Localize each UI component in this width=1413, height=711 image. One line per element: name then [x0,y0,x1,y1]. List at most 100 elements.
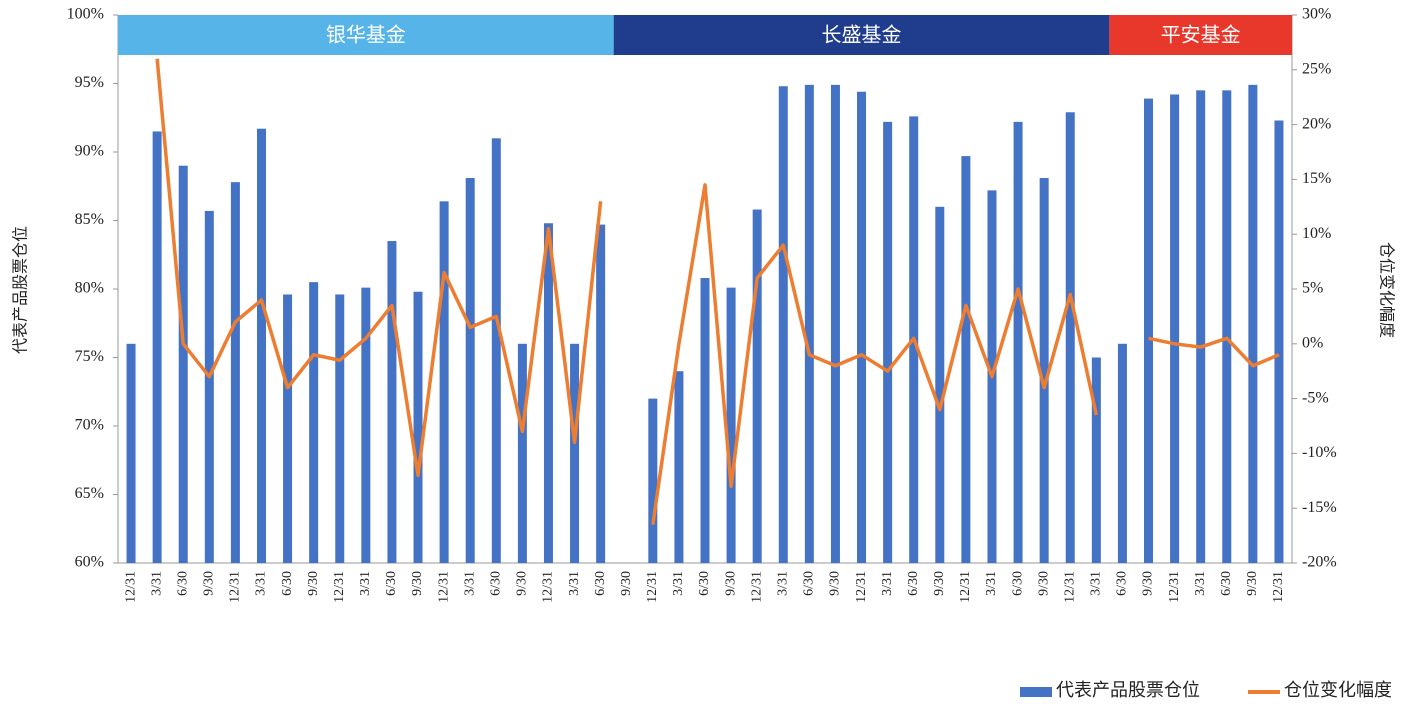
x-tick-label: 12/31 [436,571,451,603]
y2-tick-label: 5% [1302,280,1323,297]
group-header [1109,15,1292,55]
x-tick-label: 6/30 [906,571,921,596]
bar [1039,178,1049,563]
x-tick-label: 12/31 [228,571,243,603]
x-tick-label: 12/31 [1167,571,1182,603]
bar [726,287,736,563]
bar [1013,121,1023,564]
bar [439,201,449,563]
x-tick-label: 6/30 [175,571,190,596]
y2-tick-label: 30% [1302,6,1331,23]
group-label: 平安基金 [1161,23,1241,47]
y2-tick-label: 20% [1302,115,1331,132]
bar [152,131,162,563]
x-tick-label: 9/30 [619,571,634,596]
bar [648,398,658,563]
y2-tick-label: 10% [1302,225,1331,242]
bar [413,291,423,563]
x-tick-label: 12/31 [749,571,764,603]
x-tick-label: 3/31 [1089,571,1104,596]
bar [857,91,867,563]
bar [1065,112,1075,564]
y2-axis-title: 仓位变化幅度 [1377,242,1395,338]
bar [752,209,762,564]
group-label: 长盛基金 [822,23,902,47]
y2-tick-label: -5% [1302,389,1329,406]
x-tick-label: 9/30 [410,571,425,596]
line [155,58,1280,525]
y2-tick-label: -20% [1302,554,1337,571]
x-tick-label: 3/31 [149,571,164,596]
y2-tick-label: -15% [1302,499,1337,516]
bar [543,223,553,564]
x-tick-label: 9/30 [202,571,217,596]
y-tick-label: 70% [75,417,104,434]
x-tick-label: 6/30 [280,571,295,596]
bar [830,84,840,564]
bar [961,156,971,564]
bar [700,278,710,563]
bar [465,178,475,563]
bar [804,84,814,564]
x-tick-label: 12/31 [645,571,660,603]
bar [935,206,945,564]
x-tick-label: 6/30 [1115,571,1130,596]
x-tick-label: 9/30 [1141,571,1156,596]
x-tick-label: 12/31 [332,571,347,603]
bar [674,371,684,563]
y-tick-label: 65% [75,485,104,502]
x-tick-label: 9/30 [1036,571,1051,596]
y2-tick-label: -10% [1302,444,1337,461]
y-tick-label: 75% [75,348,104,365]
x-tick-label: 3/31 [1193,571,1208,596]
bar [361,287,371,563]
bar [126,343,136,563]
bar [1117,343,1127,563]
x-tick-label: 3/31 [984,571,999,596]
bar [387,241,397,564]
x-tick-label: 12/31 [123,571,138,603]
x-tick-label: 9/30 [723,571,738,596]
x-tick-label: 9/30 [932,571,947,596]
group-header [118,15,614,55]
bar [230,182,240,563]
group-label: 银华基金 [326,23,406,47]
y2-tick-label: 0% [1302,334,1323,351]
bar [1196,90,1206,563]
bar [883,121,893,564]
y2-tick-label: 15% [1302,170,1331,187]
x-tick-label: 9/30 [306,571,321,596]
x-tick-label: 3/31 [775,571,790,596]
y2-tick-label: 25% [1302,60,1331,77]
x-tick-label: 6/30 [489,571,504,596]
legend-swatch [1020,687,1052,697]
x-tick-label: 3/31 [671,571,686,596]
bar [596,224,606,564]
y-tick-label: 95% [75,74,104,91]
y-tick-label: 60% [75,554,104,571]
x-tick-label: 3/31 [880,571,895,596]
bar [309,282,319,563]
x-tick-label: 3/31 [358,571,373,596]
x-tick-label: 12/31 [958,571,973,603]
legend-label: 仓位变化幅度 [1284,680,1392,700]
x-tick-label: 9/30 [828,571,843,596]
x-tick-label: 9/30 [1245,571,1260,596]
x-tick-label: 12/31 [1062,571,1077,603]
x-tick-label: 6/30 [1010,571,1025,596]
x-tick-label: 6/30 [593,571,608,596]
y-tick-label: 85% [75,211,104,228]
bar [1144,98,1154,563]
bar [1248,84,1258,564]
bar [570,343,580,563]
x-tick-label: 12/31 [541,571,556,603]
bar [204,210,214,563]
x-tick-label: 6/30 [384,571,399,596]
y-axis-title: 代表产品股票仓位 [12,226,30,354]
x-tick-label: 3/31 [462,571,477,596]
x-tick-label: 3/31 [567,571,582,596]
x-tick-label: 9/30 [515,571,530,596]
x-tick-label: 12/31 [1271,571,1286,603]
x-tick-label: 3/31 [254,571,269,596]
